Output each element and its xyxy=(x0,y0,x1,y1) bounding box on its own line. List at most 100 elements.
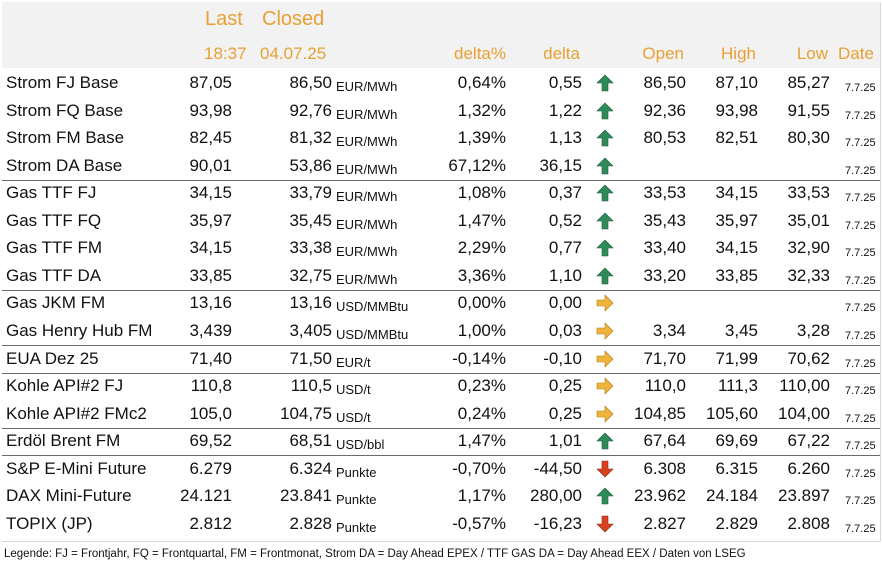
row-closed: 68,51 xyxy=(289,431,332,451)
row-delta-pct: 0,00% xyxy=(457,293,506,313)
row-unit: EUR/MWh xyxy=(336,189,398,205)
arrow-up-icon xyxy=(596,157,614,175)
row-high: 71,99 xyxy=(715,348,758,368)
row-low: 3,28 xyxy=(796,320,830,340)
row-unit: EUR/MWh xyxy=(336,134,398,150)
table-row: Gas TTF FJ 34,15 33,79 EUR/MWh 1,08% 0,37 33,5… xyxy=(2,179,880,207)
row-name: EUA Dez 25 xyxy=(6,348,99,368)
header-last-time: 18:37 xyxy=(204,44,247,63)
row-open: 35,43 xyxy=(643,210,686,230)
row-date: 7.7.25 xyxy=(845,302,876,315)
table-row: TOPIX (JP) 2.812 2.828 Punkte -0,57% -16,23 2.… xyxy=(2,510,880,538)
arrow-right-icon xyxy=(596,404,614,423)
row-unit: USD/bbl xyxy=(336,437,385,453)
row-last: 34,15 xyxy=(189,183,232,203)
row-high: 69,69 xyxy=(715,431,758,451)
arrow-down-icon xyxy=(596,515,614,533)
row-closed: 2.828 xyxy=(289,513,332,533)
row-delta-pct: 1,17% xyxy=(457,486,506,506)
row-last: 105,0 xyxy=(189,403,232,423)
row-closed: 13,16 xyxy=(289,293,332,313)
row-closed: 33,79 xyxy=(289,183,332,203)
group-separator xyxy=(2,345,880,346)
row-unit: Punkte xyxy=(336,519,377,535)
header-closed-date: 04.07.25 xyxy=(260,44,327,63)
table-row: Strom FQ Base 93,98 92,76 EUR/MWh 1,32% 1,22 9… xyxy=(2,97,880,125)
row-last: 24.121 xyxy=(180,486,232,506)
row-delta-pct: 3,36% xyxy=(457,265,506,285)
row-delta-pct: 0,64% xyxy=(457,73,506,92)
row-closed: 104,75 xyxy=(280,403,332,423)
row-closed: 6.324 xyxy=(289,458,332,478)
row-delta: 0,25 xyxy=(548,403,582,423)
row-date: 7.7.25 xyxy=(845,192,876,205)
row-last: 33,85 xyxy=(189,265,232,285)
group-separator xyxy=(2,427,880,429)
row-open: 33,40 xyxy=(643,238,686,258)
row-high: 34,15 xyxy=(715,183,758,203)
row-name: Strom FQ Base xyxy=(6,100,124,120)
row-high: 24.184 xyxy=(706,486,758,506)
arrow-up-icon xyxy=(596,432,614,450)
row-delta: 1,22 xyxy=(548,100,582,120)
row-open: 23.962 xyxy=(634,486,686,506)
row-name: Erdöl Brent FM xyxy=(6,431,121,451)
row-unit: EUR/MWh xyxy=(336,271,398,287)
table-row: Gas TTF FM 34,15 33,38 EUR/MWh 2,29% 0,77 33,4… xyxy=(2,234,880,262)
row-low: 32,90 xyxy=(787,238,830,258)
row-last: 110,8 xyxy=(190,376,232,396)
row-unit: EUR/MWh xyxy=(336,79,398,94)
table-row: Gas TTF DA 33,85 32,75 EUR/MWh 3,36% 1,10 33,2… xyxy=(2,262,880,290)
arrow-up-icon xyxy=(596,212,614,230)
row-delta-pct: -0,14% xyxy=(452,348,506,368)
row-delta: 1,01 xyxy=(548,431,582,451)
row-date: 7.7.25 xyxy=(845,495,876,508)
row-delta-pct: -0,70% xyxy=(452,458,506,478)
row-delta-pct: 0,23% xyxy=(457,376,506,396)
row-name: DAX Mini-Future xyxy=(6,486,132,506)
row-low: 85,27 xyxy=(787,73,830,92)
row-delta-pct: 1,08% xyxy=(457,183,506,203)
table-row: Gas Henry Hub FM 3,439 3,405 USD/MMBtu 1,00%… xyxy=(2,317,880,345)
arrow-up-icon xyxy=(596,239,614,257)
row-delta-pct: 1,47% xyxy=(457,431,506,451)
arrow-right-icon xyxy=(596,349,614,368)
row-high: 82,51 xyxy=(715,128,758,148)
row-low: 104,00 xyxy=(778,403,830,423)
row-delta-pct: 1,32% xyxy=(457,100,506,120)
row-closed: 32,75 xyxy=(289,265,332,285)
row-delta-pct: 67,12% xyxy=(448,155,506,175)
row-open: 33,53 xyxy=(643,183,686,203)
row-last: 93,98 xyxy=(189,100,232,120)
row-closed: 71,50 xyxy=(289,348,332,368)
row-unit: USD/t xyxy=(336,409,371,425)
row-closed: 33,38 xyxy=(289,238,332,258)
table-row: Kohle API#2 FJ 110,8 110,5 USD/t 0,23% 0,25 11… xyxy=(2,372,880,400)
row-last: 87,05 xyxy=(189,73,232,92)
group-separator xyxy=(2,179,880,181)
row-low: 80,30 xyxy=(787,128,830,148)
row-unit: EUR/t xyxy=(336,354,371,370)
row-delta-pct: 2,29% xyxy=(457,238,506,258)
arrow-up-icon xyxy=(596,74,614,92)
row-date: 7.7.25 xyxy=(845,412,876,425)
row-delta-pct: 0,24% xyxy=(457,403,506,423)
row-high: 35,97 xyxy=(715,210,758,230)
header-delta-pct: delta% xyxy=(454,44,506,63)
row-open: 110,0 xyxy=(644,376,686,396)
row-open: 33,20 xyxy=(643,265,686,285)
row-open: 2.827 xyxy=(643,513,686,533)
row-date: 7.7.25 xyxy=(845,522,876,535)
row-name: Kohle API#2 FJ xyxy=(6,376,124,396)
row-delta-pct: 1,00% xyxy=(457,320,506,340)
row-low: 67,22 xyxy=(787,431,830,451)
row-low: 2.808 xyxy=(787,513,830,533)
row-high: 87,10 xyxy=(715,73,758,92)
header-open: Open xyxy=(642,44,684,63)
table-row: Gas TTF FQ 35,97 35,45 EUR/MWh 1,47% 0,52 35,4… xyxy=(2,207,880,235)
row-unit: EUR/MWh xyxy=(336,106,398,122)
row-date: 7.7.25 xyxy=(845,467,876,480)
arrow-up-icon xyxy=(596,487,614,505)
legend-text: Legende: FJ = Frontjahr, FQ = Frontquart… xyxy=(4,548,746,560)
row-low: 70,62 xyxy=(787,348,830,368)
